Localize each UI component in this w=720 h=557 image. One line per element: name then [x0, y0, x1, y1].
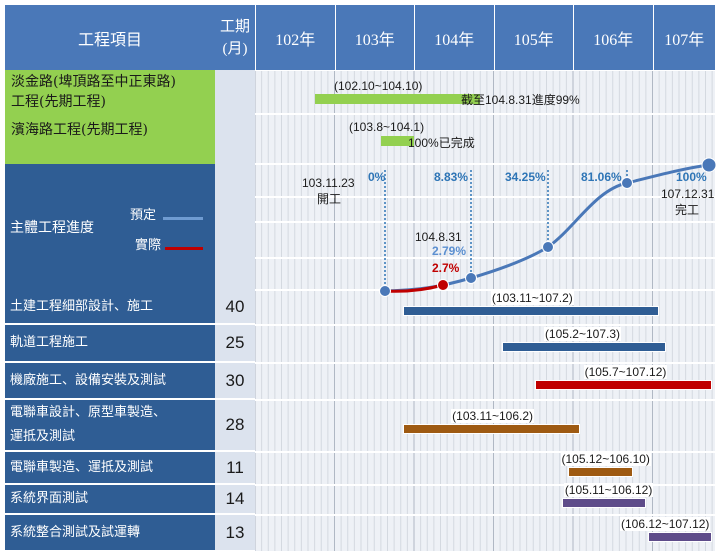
duration-task-4: 28 — [215, 400, 255, 452]
period-label-task-2: (105.2~107.3) — [543, 327, 621, 341]
duration-task-6: 14 — [215, 485, 255, 515]
row-name-preliminary-1: 淡金路(埤頂路至中正東路) 工程(先期工程) — [5, 70, 215, 114]
bar-task-3 — [535, 379, 712, 390]
legend-planned-label: 預定 — [130, 208, 157, 223]
row-name-line1: 電聯車製造、運抵及測試 — [10, 459, 154, 475]
duration-task-5: 11 — [215, 452, 255, 485]
milestone-0: 0% — [368, 170, 386, 184]
legend-planned-line — [163, 217, 203, 220]
progress-title-cell: 主體工程進度 預定 實際 — [5, 164, 215, 290]
row-name-preliminary-2: 濱海路工程(先期工程) — [5, 114, 215, 164]
duration-task-7: 13 — [215, 515, 255, 552]
header-duration-col: 工期 (月) — [215, 5, 255, 70]
duration-task-1: 40 — [215, 290, 255, 325]
bar-task-2 — [502, 342, 666, 352]
row-name-line1: 系統整合測試及試運轉 — [10, 524, 141, 540]
year-header-4: 106年 — [573, 5, 653, 70]
status-label-preliminary-1: 截至104.8.31進度99% — [461, 93, 580, 107]
row-name-task-3: 機廠施工、設備安裝及測試 — [5, 363, 215, 400]
bar-task-5 — [568, 466, 633, 477]
bar-preliminary-2 — [380, 136, 414, 146]
period-label-task-3: (105.7~107.12) — [583, 364, 668, 379]
row-name-task-4: 電聯車設計、原型車製造、 運抵及測試 — [5, 400, 215, 452]
row-name-task-7: 系統整合測試及試運轉 — [5, 515, 215, 552]
status-label-preliminary-2: 100%已完成 — [408, 136, 475, 150]
bar-task-7 — [647, 531, 712, 542]
period-label-task-7: (106.12~107.12) — [620, 516, 711, 531]
bar-task-6 — [561, 498, 646, 508]
duration-progress — [215, 164, 255, 290]
end-label-line1: 107.12.31 — [661, 187, 715, 201]
planned-point-end — [701, 157, 717, 173]
row-name-line1: 機廠施工、設備安裝及測試 — [10, 372, 167, 388]
planned-now-label: 2.79% — [432, 244, 467, 258]
row-name-line1: 淡金路(埤頂路至中正東路) — [11, 74, 176, 90]
planned-point-now — [465, 272, 477, 284]
row-name-line1: 軌道工程施工 — [10, 335, 89, 350]
legend-actual-label: 實際 — [135, 238, 162, 253]
actual-point-now — [437, 279, 449, 291]
planned-point-m2 — [542, 241, 554, 253]
header-project-col: 工程項目 — [5, 5, 215, 70]
row-name-task-5: 電聯車製造、運抵及測試 — [5, 452, 215, 485]
period-label-task-5: (105.12~106.10) — [560, 451, 651, 466]
end-label-line2: 完工 — [675, 203, 700, 217]
duration-task-3: 30 — [215, 363, 255, 400]
period-label-preliminary-1: (102.10~104.10) — [334, 79, 423, 93]
bar-preliminary-1 — [314, 94, 481, 104]
current-date-label: 104.8.31 — [415, 230, 462, 244]
year-header-1: 103年 — [334, 5, 414, 70]
planned-point-m3 — [621, 177, 633, 189]
row-name-line1: 電聯車設計、原型車製造、 — [10, 405, 167, 420]
progress-title: 主體工程進度 — [10, 220, 94, 236]
row-name-line1: 濱海路工程(先期工程) — [11, 122, 148, 138]
milestone-3: 81.06% — [581, 170, 622, 184]
duration-preliminary-2 — [215, 114, 255, 164]
bar-task-4 — [402, 424, 580, 434]
planned-point-start — [379, 285, 391, 297]
duration-preliminary-1 — [215, 70, 255, 114]
row-name-task-6: 系統界面測試 — [5, 485, 215, 515]
period-label-task-6: (105.11~106.12) — [563, 483, 654, 497]
duration-col-line2: (月) — [222, 40, 248, 57]
milestone-4: 100% — [676, 170, 707, 184]
actual-now-label: 2.7% — [432, 261, 460, 275]
duration-col-line1: 工期 — [219, 18, 250, 35]
row-name-line2: 工程(先期工程) — [11, 94, 106, 110]
start-label-line2: 開工 — [317, 192, 342, 206]
period-label-task-1: (103.11~107.2) — [490, 290, 574, 305]
duration-task-2: 25 — [215, 325, 255, 363]
row-name-task-2: 軌道工程施工 — [5, 325, 215, 363]
row-name-line2: 運抵及測試 — [10, 429, 76, 444]
year-header-0: 102年 — [255, 5, 335, 70]
milestone-2: 34.25% — [505, 170, 546, 184]
legend-actual-line — [165, 247, 203, 250]
row-name-line1: 土建工程細部設計、施工 — [10, 298, 154, 314]
bar-task-1 — [402, 305, 660, 316]
year-header-3: 105年 — [493, 5, 573, 70]
milestone-1: 8.83% — [434, 170, 469, 184]
year-header-2: 104年 — [414, 5, 494, 70]
period-label-preliminary-2: (103.8~104.1) — [349, 120, 425, 134]
period-label-task-4: (103.11~106.2) — [451, 409, 534, 423]
row-name-line1: 系統界面測試 — [10, 491, 89, 506]
start-label-line1: 103.11.23 — [302, 176, 355, 190]
row-name-task-1: 土建工程細部設計、施工 — [5, 290, 215, 325]
year-header-5: 107年 — [652, 5, 715, 70]
